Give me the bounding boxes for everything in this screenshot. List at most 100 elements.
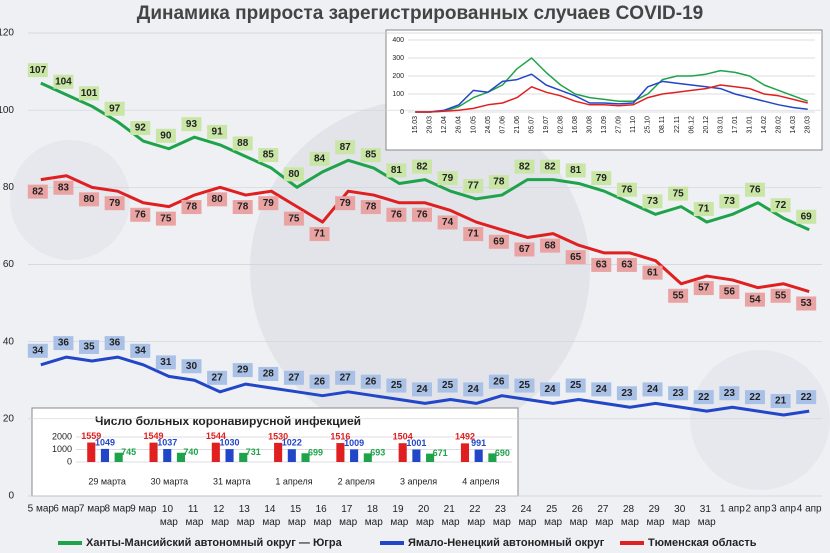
data-label-box	[309, 374, 330, 389]
bar	[87, 442, 96, 462]
x-tick-label: 16.08	[572, 116, 579, 134]
data-label-box	[386, 207, 407, 222]
data-label-box	[181, 117, 202, 132]
data-label: 25	[570, 380, 582, 391]
data-label-box	[616, 182, 637, 197]
data-label-box	[719, 284, 740, 299]
data-label: 26	[365, 376, 377, 387]
data-label: 63	[596, 260, 608, 271]
data-label-box	[181, 200, 202, 215]
data-label: 93	[186, 119, 198, 130]
data-label: 107	[29, 65, 46, 76]
inset-frame	[385, 29, 823, 151]
background-decor	[690, 350, 830, 490]
data-label-box	[104, 196, 125, 211]
data-label-box	[53, 336, 74, 351]
data-label-box	[744, 390, 765, 405]
data-label: 101	[81, 88, 98, 99]
data-label-box	[719, 194, 740, 209]
bar	[488, 453, 497, 462]
data-label: 78	[493, 177, 505, 188]
data-label: 78	[237, 202, 249, 213]
data-label: 79	[109, 198, 121, 209]
x-tick-label: 23 мар	[493, 504, 511, 528]
x-tick-label: 07.06	[499, 116, 506, 134]
data-label-box	[719, 386, 740, 401]
y-tick-label: 40	[3, 336, 15, 347]
data-label: 76	[749, 184, 761, 195]
x-tick-label: 11 мар	[185, 504, 203, 528]
x-tick-label: 17.01	[732, 116, 739, 134]
data-label: 27	[340, 372, 352, 383]
data-label-box	[591, 257, 612, 272]
data-label-box	[412, 207, 432, 222]
x-tick-label: 30 мар	[672, 504, 690, 528]
data-label: 53	[801, 298, 813, 309]
data-label: 1544	[206, 431, 226, 441]
data-label-box	[668, 386, 689, 401]
data-label-box	[130, 343, 151, 358]
data-label: 1030	[220, 438, 240, 448]
data-label: 88	[237, 138, 249, 149]
data-label: 21	[775, 396, 787, 407]
data-label: 24	[596, 384, 608, 395]
data-label: 30	[186, 361, 198, 372]
data-label-box	[796, 296, 817, 311]
data-label: 80	[83, 194, 95, 205]
data-label: 71	[314, 229, 326, 240]
x-tick-label: 31 марта	[213, 476, 251, 486]
x-tick-label: 11.10	[630, 116, 637, 133]
bar	[274, 442, 283, 462]
bar	[363, 453, 372, 462]
data-label: 24	[545, 384, 557, 395]
data-label: 22	[698, 392, 710, 403]
data-label: 76	[135, 209, 147, 220]
x-tick-label: 16 мар	[314, 504, 332, 528]
data-label-box	[232, 200, 253, 215]
x-tick-label: 21 мар	[442, 504, 460, 528]
data-label: 85	[263, 150, 275, 161]
bar	[225, 449, 234, 462]
data-label-box	[668, 186, 689, 201]
background-decor	[10, 140, 130, 260]
x-tick-label: 2 апреля	[338, 476, 375, 486]
bar	[398, 443, 407, 462]
x-tick-label: 29.03	[427, 116, 434, 134]
data-label-box	[693, 390, 714, 405]
chart-title: Динамика прироста зарегистрированных слу…	[137, 3, 703, 24]
series-line	[40, 81, 810, 232]
data-label-box	[335, 140, 356, 155]
data-label: 671	[433, 448, 448, 458]
data-label: 34	[135, 345, 147, 356]
legend-label: Ханты-Мансийский автономный округ — Югра	[86, 537, 343, 549]
data-label: 83	[58, 182, 70, 193]
data-label: 91	[212, 127, 224, 138]
data-label: 82	[416, 161, 428, 172]
data-label-box	[283, 211, 304, 226]
inset-title: Число больных коронавирусной инфекцией	[95, 414, 361, 428]
data-label-box	[770, 288, 791, 303]
data-label-box	[642, 382, 663, 397]
x-tick-label: 28.03	[805, 116, 812, 134]
x-tick-label: 19.07	[543, 116, 550, 134]
x-tick-label: 12 мар	[211, 504, 229, 528]
legend-label: Тюменская область	[648, 537, 757, 549]
data-label-box	[309, 227, 330, 242]
data-label: 1001	[406, 438, 426, 448]
x-tick-label: 02.08	[557, 116, 564, 134]
x-tick-label: 22.11	[674, 116, 681, 133]
x-tick-label: 3 апреля	[400, 476, 437, 486]
y-tick-label: 20	[3, 413, 15, 424]
data-label: 1516	[330, 431, 350, 441]
data-label: 1549	[144, 431, 164, 441]
x-tick-label: 13.09	[601, 116, 608, 134]
x-tick-label: 26.04	[456, 116, 463, 134]
data-label: 1049	[95, 437, 115, 447]
x-tick-label: 14.03	[790, 116, 797, 134]
series-line	[40, 355, 810, 417]
data-label: 81	[391, 165, 403, 176]
data-label: 85	[365, 150, 377, 161]
data-label-box	[258, 196, 279, 211]
data-label: 24	[416, 384, 428, 395]
x-tick-label: 8 мар	[104, 504, 131, 515]
